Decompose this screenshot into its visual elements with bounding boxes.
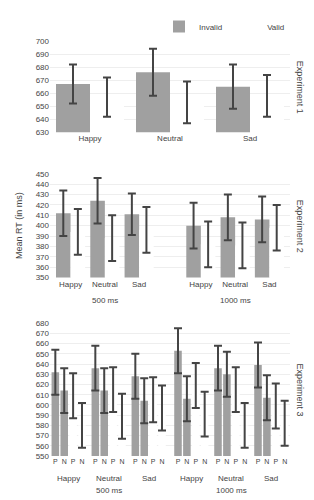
svg-text:Experiment 2: Experiment 2	[295, 200, 305, 253]
svg-text:410: 410	[36, 211, 50, 220]
svg-text:P: P	[111, 458, 116, 465]
svg-text:N: N	[79, 458, 84, 465]
svg-text:360: 360	[36, 263, 50, 272]
svg-text:Neutral: Neutral	[157, 134, 183, 143]
svg-text:350: 350	[36, 273, 50, 282]
svg-text:Neutral: Neutral	[92, 280, 118, 289]
svg-text:Experiment 3: Experiment 3	[295, 364, 305, 417]
svg-text:N: N	[159, 458, 164, 465]
svg-text:610: 610	[36, 391, 50, 400]
svg-text:640: 640	[36, 360, 50, 369]
svg-text:390: 390	[36, 232, 50, 241]
svg-text:650: 650	[36, 102, 50, 111]
svg-text:Experiment 1: Experiment 1	[295, 61, 305, 114]
svg-text:Happy: Happy	[189, 280, 212, 289]
svg-text:Happy: Happy	[180, 474, 203, 483]
svg-text:Happy: Happy	[57, 474, 80, 483]
svg-text:P: P	[133, 458, 138, 465]
svg-text:1000 ms: 1000 ms	[220, 296, 251, 305]
svg-text:400: 400	[36, 221, 50, 230]
svg-text:P: P	[53, 458, 58, 465]
svg-text:680: 680	[36, 63, 50, 72]
svg-text:Valid: Valid	[267, 23, 284, 32]
svg-text:580: 580	[36, 421, 50, 430]
svg-text:590: 590	[36, 411, 50, 420]
svg-text:600: 600	[36, 401, 50, 410]
svg-text:650: 650	[36, 350, 50, 359]
svg-text:N: N	[184, 458, 189, 465]
svg-text:Sad: Sad	[264, 474, 278, 483]
svg-text:Mean RT (in ms): Mean RT (in ms)	[14, 192, 24, 259]
svg-text:550: 550	[36, 452, 50, 461]
svg-text:N: N	[102, 458, 107, 465]
svg-text:P: P	[93, 458, 98, 465]
svg-text:P: P	[216, 458, 221, 465]
svg-text:Neutral: Neutral	[96, 474, 122, 483]
svg-text:700: 700	[36, 37, 50, 46]
svg-text:P: P	[176, 458, 181, 465]
svg-text:620: 620	[36, 380, 50, 389]
svg-text:680: 680	[36, 319, 50, 328]
svg-text:370: 370	[36, 253, 50, 262]
svg-text:N: N	[224, 458, 229, 465]
svg-text:P: P	[71, 458, 76, 465]
svg-text:Sad: Sad	[132, 280, 146, 289]
svg-text:N: N	[202, 458, 207, 465]
svg-text:1000 ms: 1000 ms	[216, 486, 247, 495]
svg-text:670: 670	[36, 76, 50, 85]
svg-text:N: N	[142, 458, 147, 465]
svg-text:380: 380	[36, 242, 50, 251]
svg-text:P: P	[193, 458, 198, 465]
svg-text:560: 560	[36, 442, 50, 451]
svg-text:N: N	[264, 458, 269, 465]
svg-text:660: 660	[36, 89, 50, 98]
svg-text:N: N	[242, 458, 247, 465]
svg-text:Neutral: Neutral	[222, 280, 248, 289]
svg-text:440: 440	[36, 180, 50, 189]
svg-text:450: 450	[36, 170, 50, 179]
svg-text:640: 640	[36, 115, 50, 124]
svg-text:N: N	[62, 458, 67, 465]
svg-text:630: 630	[36, 370, 50, 379]
svg-text:690: 690	[36, 50, 50, 59]
svg-text:Sad: Sad	[262, 280, 276, 289]
svg-text:P: P	[151, 458, 156, 465]
svg-text:500 ms: 500 ms	[96, 486, 122, 495]
svg-text:420: 420	[36, 201, 50, 210]
svg-text:660: 660	[36, 339, 50, 348]
svg-text:P: P	[233, 458, 238, 465]
svg-text:Happy: Happy	[78, 134, 101, 143]
svg-text:500 ms: 500 ms	[92, 296, 118, 305]
svg-text:Happy: Happy	[59, 280, 82, 289]
svg-text:Sad: Sad	[142, 474, 156, 483]
svg-text:Sad: Sad	[243, 134, 257, 143]
svg-text:Neutral: Neutral	[218, 474, 244, 483]
svg-text:630: 630	[36, 128, 50, 137]
svg-text:N: N	[282, 458, 287, 465]
svg-text:P: P	[256, 458, 261, 465]
svg-text:Invalid: Invalid	[199, 23, 222, 32]
svg-text:570: 570	[36, 431, 50, 440]
svg-text:670: 670	[36, 329, 50, 338]
svg-text:P: P	[273, 458, 278, 465]
svg-text:N: N	[119, 458, 124, 465]
svg-text:430: 430	[36, 190, 50, 199]
